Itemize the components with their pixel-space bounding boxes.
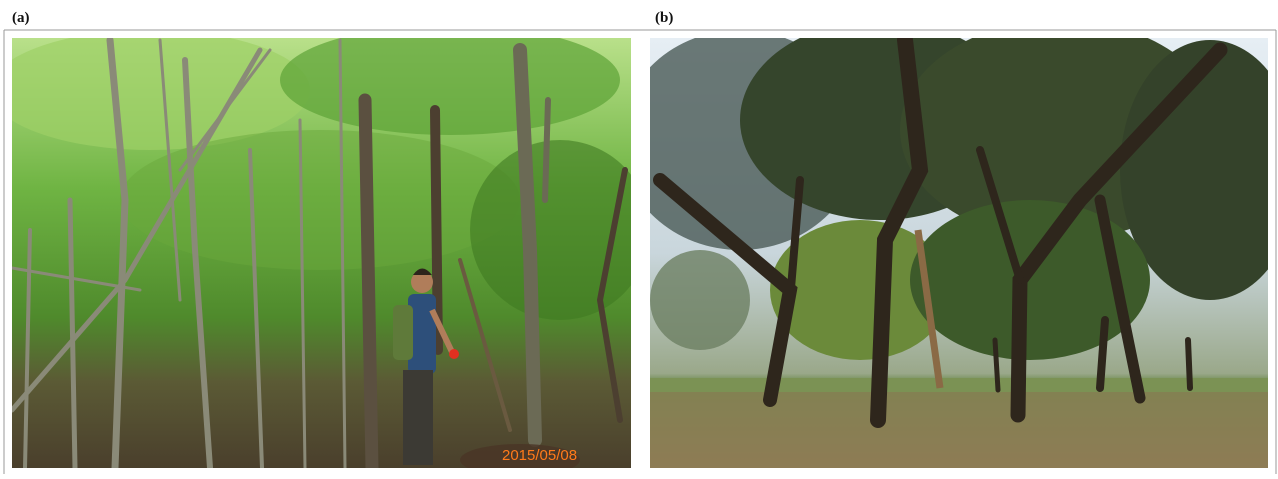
photo-park	[620, 20, 1278, 468]
figure: (a) (b)	[0, 0, 1278, 474]
photo-forest	[0, 25, 650, 474]
timestamp: 2015/05/08	[502, 447, 577, 464]
panel-label: (b)	[655, 10, 673, 26]
panel-label: (a)	[12, 10, 30, 26]
